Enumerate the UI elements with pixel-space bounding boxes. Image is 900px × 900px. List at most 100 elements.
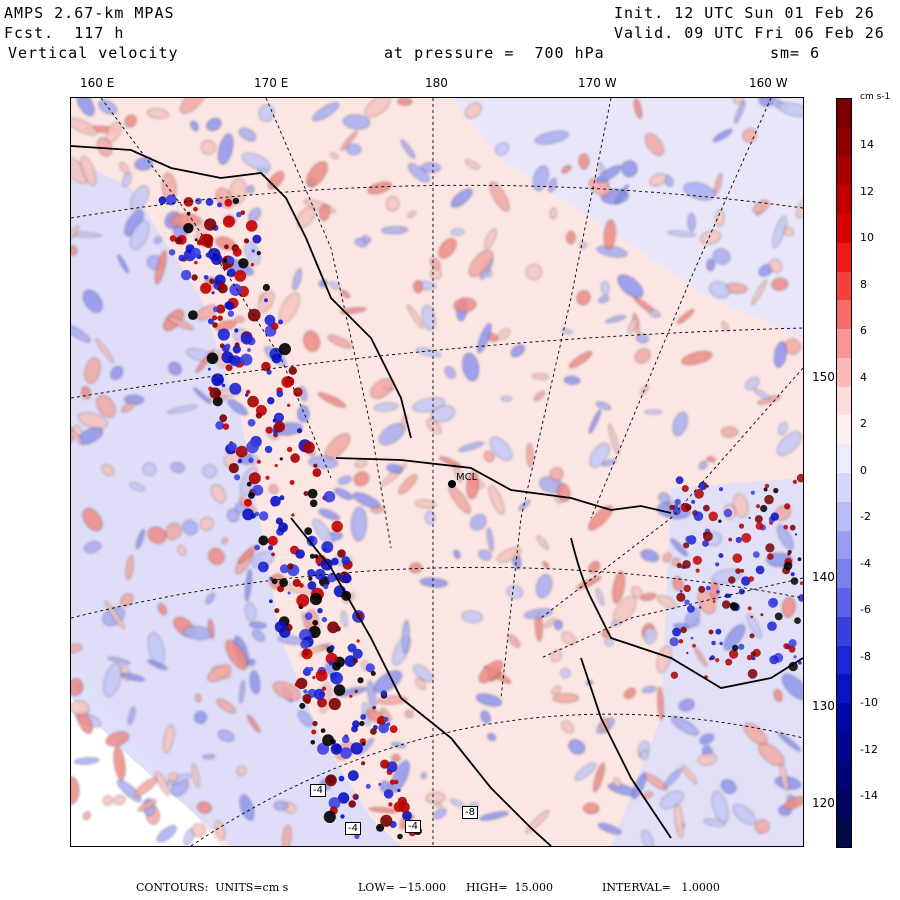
parallel-4 bbox=[190, 713, 803, 846]
strong-motion-cell bbox=[352, 658, 359, 664]
strong-motion-cell bbox=[254, 544, 261, 551]
field-cell bbox=[657, 686, 664, 721]
strong-motion-cell bbox=[217, 315, 223, 321]
field-cell bbox=[352, 492, 381, 509]
strong-motion-cell bbox=[287, 563, 294, 570]
field-cell bbox=[170, 462, 185, 473]
field-cell bbox=[453, 550, 461, 559]
strong-motion-cell bbox=[195, 197, 202, 205]
strong-motion-cell bbox=[297, 428, 303, 434]
strong-motion-cell bbox=[211, 291, 215, 295]
strong-motion-cell bbox=[262, 283, 270, 292]
field-cell bbox=[480, 710, 491, 724]
strong-motion-cell bbox=[222, 265, 227, 269]
strong-motion-cell bbox=[774, 612, 783, 621]
field-cell bbox=[644, 773, 668, 791]
strong-motion-cell bbox=[684, 599, 690, 605]
strong-motion-cell bbox=[725, 658, 733, 666]
strong-motion-cell bbox=[764, 494, 774, 505]
strong-motion-cell bbox=[183, 197, 194, 207]
strong-motion-cell bbox=[224, 301, 232, 310]
field-cell bbox=[549, 207, 557, 219]
strong-motion-cell bbox=[752, 551, 760, 558]
field-cell bbox=[613, 777, 622, 788]
field-cell bbox=[147, 526, 167, 544]
field-cell bbox=[163, 724, 175, 753]
field-cell bbox=[550, 649, 562, 662]
field-cell bbox=[617, 274, 644, 298]
field-cell bbox=[340, 307, 367, 314]
colorbar-swatch bbox=[837, 99, 851, 129]
strong-motion-cell bbox=[715, 562, 720, 567]
strong-motion-cell bbox=[347, 643, 357, 653]
strong-motion-cell bbox=[788, 645, 796, 653]
strong-motion-cell bbox=[289, 480, 295, 485]
strong-motion-cell bbox=[765, 543, 775, 553]
strong-motion-cell bbox=[341, 735, 350, 744]
field-cell bbox=[733, 98, 744, 105]
strong-motion-cell bbox=[186, 211, 191, 216]
field-cell bbox=[319, 204, 330, 221]
field-cell bbox=[420, 772, 427, 779]
strong-motion-cell bbox=[309, 666, 314, 672]
strong-motion-cell bbox=[232, 345, 241, 354]
strong-motion-cell bbox=[350, 742, 363, 755]
strong-motion-cell bbox=[304, 666, 310, 672]
strong-motion-cell bbox=[393, 779, 399, 785]
field-cell bbox=[497, 328, 511, 340]
field-cell bbox=[670, 538, 688, 557]
field-cell bbox=[239, 680, 245, 704]
strong-motion-cell bbox=[767, 553, 774, 560]
colorbar-swatch bbox=[837, 300, 851, 330]
field-cell bbox=[82, 508, 103, 532]
strong-motion-cell bbox=[267, 545, 274, 551]
strong-motion-cell bbox=[267, 535, 278, 546]
strong-motion-cell bbox=[361, 761, 366, 766]
strong-motion-cell bbox=[710, 655, 715, 661]
strong-motion-cell bbox=[296, 594, 310, 607]
strong-motion-cell bbox=[328, 697, 341, 711]
field-cell bbox=[672, 412, 688, 436]
strong-motion-cell bbox=[351, 725, 358, 733]
field-cell bbox=[129, 220, 150, 250]
strong-motion-cell bbox=[308, 576, 313, 581]
contour-label: -4 bbox=[310, 784, 326, 797]
field-cell bbox=[568, 739, 585, 755]
strong-motion-cell bbox=[323, 490, 336, 503]
field-cell bbox=[677, 309, 695, 324]
strong-motion-cell bbox=[312, 468, 322, 477]
field-cell bbox=[510, 344, 525, 357]
colorbar-swatch bbox=[837, 127, 851, 158]
field-cell bbox=[247, 714, 260, 733]
colorbar-swatch bbox=[837, 731, 851, 762]
field-cell bbox=[720, 426, 738, 438]
field-cell bbox=[121, 672, 145, 682]
strong-motion-cell bbox=[325, 652, 338, 665]
strong-motion-cell bbox=[378, 782, 382, 786]
strong-motion-cell bbox=[738, 643, 745, 650]
field-cell bbox=[518, 500, 531, 511]
strong-motion-cell bbox=[794, 617, 801, 624]
field-cell bbox=[614, 184, 629, 205]
lon-label-180: 180 bbox=[425, 76, 448, 90]
strong-motion-cell bbox=[698, 585, 706, 593]
strong-motion-cell bbox=[267, 397, 275, 405]
strong-motion-cell bbox=[347, 770, 359, 781]
field-cell bbox=[462, 610, 483, 623]
field-cell bbox=[477, 323, 492, 353]
field-cell bbox=[241, 152, 271, 171]
strong-motion-cell bbox=[783, 524, 789, 530]
strong-motion-cell bbox=[290, 453, 300, 463]
field-cell bbox=[107, 656, 131, 665]
strong-motion-cell bbox=[732, 644, 739, 652]
field-cell bbox=[419, 577, 448, 588]
field-cell bbox=[699, 733, 715, 745]
strong-motion-cell bbox=[212, 396, 223, 407]
field-cell bbox=[346, 143, 362, 155]
strong-motion-cell bbox=[294, 682, 300, 687]
field-cell bbox=[699, 460, 708, 470]
field-cell bbox=[245, 568, 252, 602]
model-title: AMPS 2.67-km MPAS bbox=[4, 4, 175, 22]
field-cell bbox=[465, 159, 480, 170]
field-cell bbox=[84, 357, 101, 384]
